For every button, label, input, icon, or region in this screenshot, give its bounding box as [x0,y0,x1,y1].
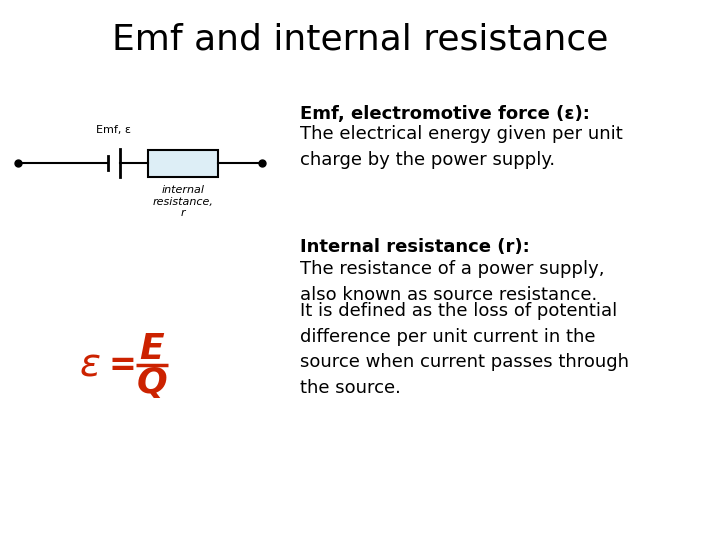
Text: Emf, electromotive force (ε):: Emf, electromotive force (ε): [300,105,590,123]
Text: The electrical energy given per unit
charge by the power supply.: The electrical energy given per unit cha… [300,125,623,168]
Text: Emf, ε: Emf, ε [96,125,130,135]
Text: $\varepsilon$: $\varepsilon$ [79,346,101,384]
Text: It is defined as the loss of potential
difference per unit current in the
source: It is defined as the loss of potential d… [300,302,629,397]
Text: Q: Q [137,366,167,400]
Bar [148,150,218,177]
Text: =: = [108,348,136,381]
Text: E: E [140,332,164,366]
Text: internal
resistance,
r: internal resistance, r [153,185,213,218]
Text: Emf and internal resistance: Emf and internal resistance [112,23,608,57]
Text: The resistance of a power supply,
also known as source resistance.: The resistance of a power supply, also k… [300,260,605,303]
Text: Internal resistance (r):: Internal resistance (r): [300,238,530,256]
